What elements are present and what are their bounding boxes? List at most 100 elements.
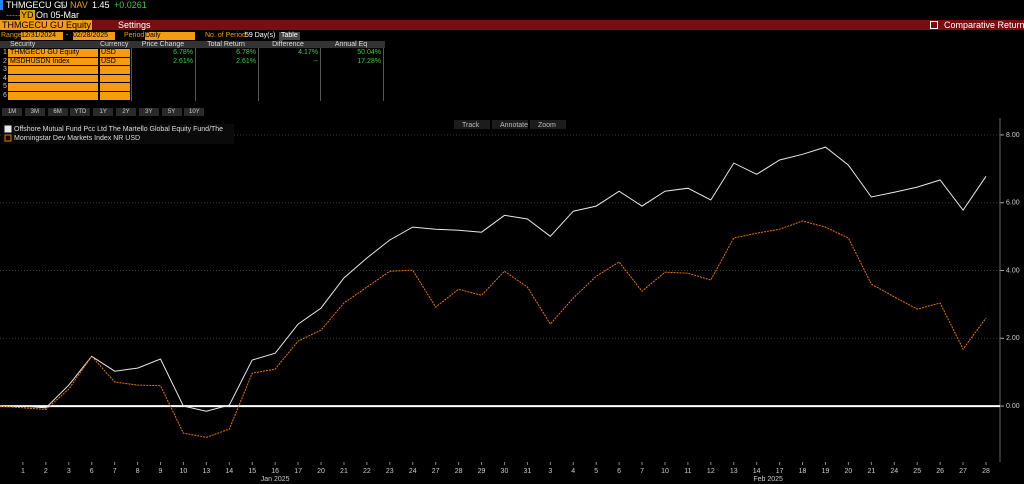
launch-icon bbox=[930, 21, 938, 29]
x-tick-label: 5 bbox=[594, 468, 598, 475]
x-tick-label: 28 bbox=[982, 468, 990, 475]
security-cell[interactable] bbox=[8, 74, 98, 83]
tool-label[interactable]: Zoom bbox=[538, 122, 556, 129]
x-tick-label: 26 bbox=[936, 468, 944, 475]
month-label: Feb 2025 bbox=[753, 476, 783, 483]
change: +0.0261 bbox=[114, 0, 147, 10]
column-separator bbox=[383, 48, 384, 101]
table-header-bg bbox=[0, 41, 385, 48]
x-tick-label: 28 bbox=[455, 468, 463, 475]
x-tick-label: 10 bbox=[661, 468, 669, 475]
tool-button[interactable] bbox=[454, 120, 490, 129]
x-tick-label: 24 bbox=[409, 468, 417, 475]
return-value: 2.61% bbox=[173, 57, 193, 65]
range-button[interactable]: 3M bbox=[24, 108, 45, 116]
currency-cell bbox=[100, 83, 130, 91]
column-header: Annual Eq bbox=[334, 41, 368, 48]
tool-label[interactable]: Track bbox=[462, 122, 480, 129]
y-tick-label: 0.00 bbox=[1006, 403, 1020, 410]
x-tick-label: 1 bbox=[21, 468, 25, 475]
row-number: 4 bbox=[3, 74, 7, 82]
settings-button[interactable]: Settings bbox=[118, 20, 151, 30]
security-cell[interactable] bbox=[8, 92, 98, 100]
tool-button[interactable] bbox=[492, 120, 528, 129]
legend-label: Morningstar Dev Markets Index NR USD bbox=[14, 135, 140, 142]
return-value: 17.28% bbox=[357, 57, 381, 65]
return-value: 2.61% bbox=[236, 57, 256, 65]
x-tick-label: 29 bbox=[478, 468, 486, 475]
currency-cell bbox=[100, 92, 130, 100]
x-tick-label: 25 bbox=[913, 468, 921, 475]
x-tick-label: 20 bbox=[845, 468, 853, 475]
separator: - bbox=[66, 32, 69, 39]
marker bbox=[0, 0, 3, 10]
return-value: 6.78% bbox=[173, 49, 193, 56]
x-tick-label: 7 bbox=[640, 468, 644, 475]
range-button[interactable]: 5Y bbox=[161, 108, 182, 116]
toolbar bbox=[0, 20, 1024, 30]
currency-cell bbox=[100, 57, 130, 66]
tool-label[interactable]: Annotate bbox=[500, 122, 528, 129]
return-value: 50.04% bbox=[357, 49, 381, 56]
security-cell[interactable] bbox=[8, 66, 98, 74]
x-tick-label: 24 bbox=[890, 468, 898, 475]
range-label: Range bbox=[1, 32, 22, 39]
row-number: 1 bbox=[3, 49, 7, 56]
returns-table: Security Currency Price Change Total Return… bbox=[0, 41, 1024, 101]
range-button[interactable]: 3Y bbox=[138, 108, 159, 116]
legend-swatch bbox=[4, 125, 12, 133]
column-separator bbox=[320, 48, 321, 101]
x-tick-label: 13 bbox=[730, 468, 738, 475]
legend-bg bbox=[2, 124, 234, 144]
range-button[interactable]: YTD bbox=[70, 108, 91, 116]
ticker: THMGECU GU bbox=[6, 0, 68, 10]
currency-cell bbox=[100, 49, 130, 57]
return-value: -- bbox=[313, 57, 318, 65]
x-tick-label: 19 bbox=[822, 468, 830, 475]
security-cell[interactable] bbox=[8, 83, 98, 91]
x-tick-label: 7 bbox=[113, 468, 117, 475]
return-value: 6.78% bbox=[236, 49, 256, 56]
currency: USD bbox=[101, 57, 116, 65]
start-date[interactable]: 12/31/2024 bbox=[21, 32, 63, 40]
x-tick-label: 3 bbox=[67, 468, 71, 475]
x-tick-label: 8 bbox=[136, 468, 140, 475]
row-number: 5 bbox=[3, 83, 7, 91]
range-button[interactable]: 1M bbox=[2, 108, 22, 116]
security-field[interactable]: THMGECU GU Equity bbox=[0, 20, 92, 30]
security-cell[interactable] bbox=[8, 57, 98, 66]
row-number: 2 bbox=[3, 57, 7, 65]
currency-cell bbox=[100, 66, 130, 74]
month-label: Jan 2025 bbox=[261, 476, 290, 483]
security: MSDHUSDN Index bbox=[10, 57, 70, 65]
x-tick-label: 21 bbox=[867, 468, 875, 475]
range-button[interactable]: 1Y bbox=[93, 108, 114, 116]
x-tick-label: 3 bbox=[548, 468, 552, 475]
column-header: Currency bbox=[100, 41, 129, 48]
x-tick-label: 14 bbox=[225, 468, 233, 475]
period-select[interactable]: Daily bbox=[145, 32, 195, 40]
x-tick-label: 31 bbox=[523, 468, 531, 475]
x-tick-label: 2 bbox=[44, 468, 48, 475]
legend-swatch bbox=[4, 134, 12, 142]
x-tick-label: 27 bbox=[959, 468, 967, 475]
x-tick-label: 13 bbox=[202, 468, 210, 475]
tool-button[interactable] bbox=[530, 120, 566, 129]
security-cell[interactable] bbox=[8, 49, 98, 57]
security: THMGECU GU Equity bbox=[10, 49, 80, 56]
series-line bbox=[0, 220, 987, 438]
range-button[interactable]: 10Y bbox=[184, 108, 205, 116]
column-header: Difference bbox=[272, 41, 304, 48]
end-date[interactable]: 02/28/2025 bbox=[73, 32, 115, 40]
range-button[interactable]: 6M bbox=[47, 108, 68, 116]
nav: 1.45 bbox=[92, 0, 110, 10]
x-tick-label: 9 bbox=[159, 468, 163, 475]
periods: 59 Day(s) bbox=[245, 32, 276, 39]
column-header: Price Change bbox=[141, 41, 185, 48]
x-tick-label: 18 bbox=[799, 468, 807, 475]
table-button[interactable]: Table bbox=[279, 32, 300, 40]
badge: YD bbox=[20, 10, 35, 20]
range-button[interactable]: 2Y bbox=[116, 108, 136, 116]
